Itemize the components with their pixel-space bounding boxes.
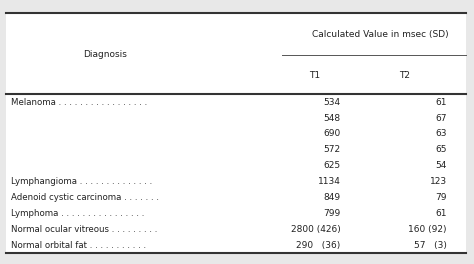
Text: 123: 123 xyxy=(429,177,447,186)
Text: Lymphoma . . . . . . . . . . . . . . . .: Lymphoma . . . . . . . . . . . . . . . . xyxy=(11,209,144,218)
Text: 57   (3): 57 (3) xyxy=(414,241,447,250)
Text: Calculated Value in msec (SD): Calculated Value in msec (SD) xyxy=(312,30,449,39)
Text: 63: 63 xyxy=(435,129,447,138)
Text: Normal orbital fat . . . . . . . . . . .: Normal orbital fat . . . . . . . . . . . xyxy=(11,241,146,250)
Text: 79: 79 xyxy=(435,193,447,202)
Text: T2: T2 xyxy=(399,71,410,80)
Text: 1134: 1134 xyxy=(318,177,341,186)
Text: 534: 534 xyxy=(324,98,341,107)
Text: 67: 67 xyxy=(435,114,447,122)
Text: 799: 799 xyxy=(323,209,341,218)
Text: 65: 65 xyxy=(435,145,447,154)
Text: 625: 625 xyxy=(324,161,341,170)
Text: 54: 54 xyxy=(435,161,447,170)
Text: Diagnosis: Diagnosis xyxy=(83,50,127,59)
Text: Normal ocular vitreous . . . . . . . . .: Normal ocular vitreous . . . . . . . . . xyxy=(11,225,157,234)
Text: 160 (92): 160 (92) xyxy=(408,225,447,234)
Text: Adenoid cystic carcinoma . . . . . . .: Adenoid cystic carcinoma . . . . . . . xyxy=(11,193,159,202)
FancyBboxPatch shape xyxy=(6,13,465,253)
Text: 572: 572 xyxy=(324,145,341,154)
Text: 548: 548 xyxy=(324,114,341,122)
Text: 849: 849 xyxy=(324,193,341,202)
Text: Lymphangioma . . . . . . . . . . . . . .: Lymphangioma . . . . . . . . . . . . . . xyxy=(11,177,152,186)
Text: 61: 61 xyxy=(435,209,447,218)
Text: 2800 (426): 2800 (426) xyxy=(291,225,341,234)
Text: T1: T1 xyxy=(309,71,320,80)
Text: 290   (36): 290 (36) xyxy=(296,241,341,250)
Text: 61: 61 xyxy=(435,98,447,107)
Text: Melanoma . . . . . . . . . . . . . . . . .: Melanoma . . . . . . . . . . . . . . . .… xyxy=(11,98,147,107)
Text: 690: 690 xyxy=(323,129,341,138)
